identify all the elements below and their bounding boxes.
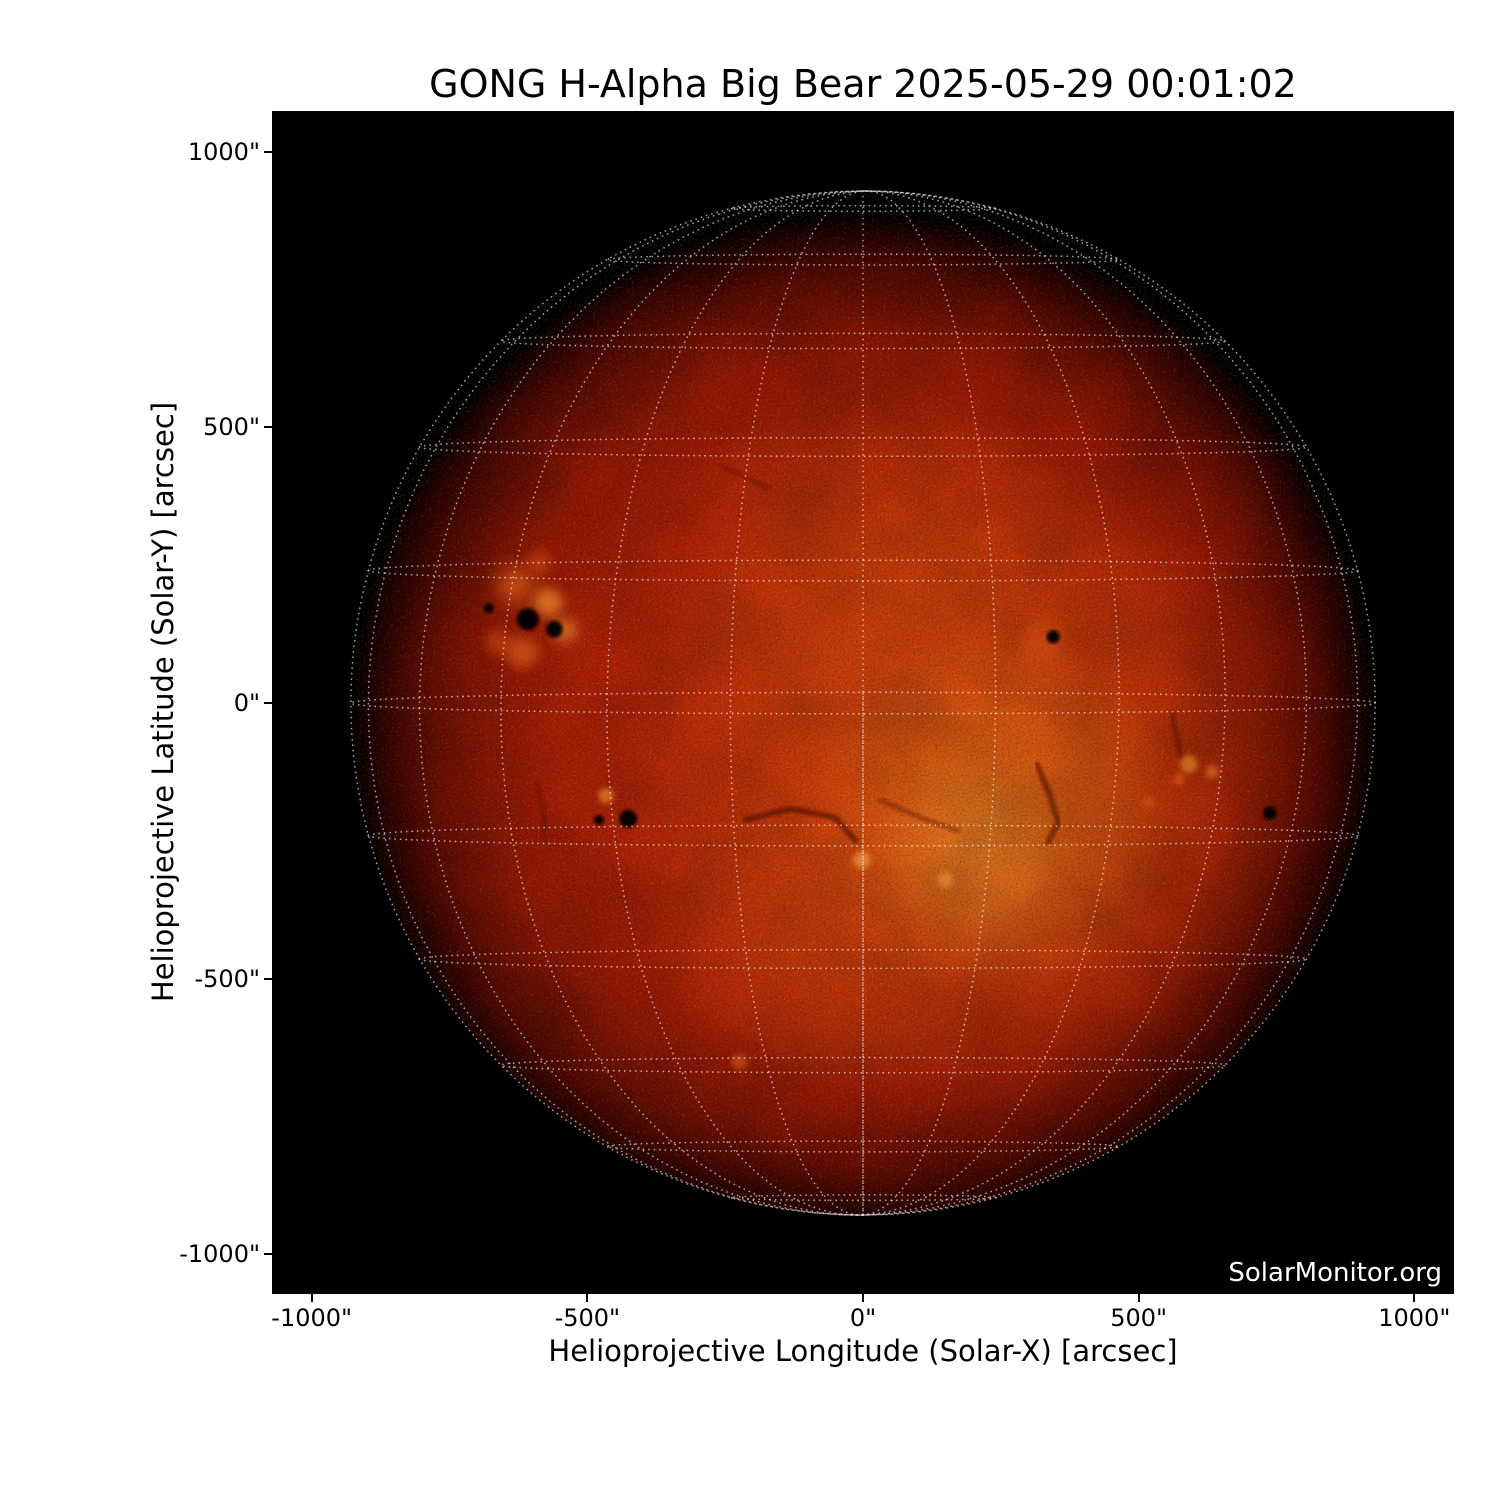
sunspot: [593, 814, 604, 825]
x-tick-mark: [310, 1294, 313, 1302]
y-tick-label: 500": [203, 413, 260, 442]
filament: [720, 464, 772, 491]
sunspot: [1263, 806, 1277, 820]
x-tick-mark: [586, 1294, 589, 1302]
sunspot: [1046, 630, 1060, 644]
plage-region: [533, 587, 563, 617]
plot-area: SolarMonitor.org: [272, 111, 1454, 1294]
x-tick-mark: [1413, 1294, 1416, 1302]
plage-region: [731, 1054, 747, 1070]
plage-region: [497, 567, 533, 603]
sunspot: [545, 620, 563, 638]
y-tick-label: 1000": [187, 137, 260, 166]
plage-region: [485, 628, 513, 656]
y-tick-mark: [264, 702, 272, 705]
y-tick-label: -1000": [179, 1240, 260, 1269]
y-tick-mark: [264, 1253, 272, 1256]
filament: [1169, 709, 1184, 758]
plage-region: [1172, 773, 1185, 786]
plage-region: [506, 636, 538, 668]
y-tick-mark: [264, 426, 272, 429]
plage-region: [528, 550, 551, 573]
x-tick-label: 0": [849, 1304, 877, 1332]
watermark: SolarMonitor.org: [1228, 1258, 1442, 1288]
x-tick-label: 1000": [1378, 1304, 1451, 1332]
y-tick-label: -500": [194, 964, 260, 993]
x-tick-label: -1000": [271, 1304, 353, 1332]
solar-disk-image: [272, 111, 1454, 1294]
plage-region: [937, 872, 953, 888]
x-tick-label: -500": [554, 1304, 621, 1332]
plage-region: [853, 851, 871, 869]
x-axis-label: Helioprojective Longitude (Solar-X) [arc…: [548, 1334, 1178, 1368]
filament: [1034, 762, 1061, 845]
plage-region: [1205, 765, 1219, 779]
y-tick-label: 0": [233, 689, 260, 718]
plage-region: [598, 787, 614, 804]
filament: [878, 798, 960, 833]
sunspot: [516, 608, 539, 631]
y-tick-mark: [264, 977, 272, 980]
plage-region: [1143, 796, 1155, 808]
figure-title: GONG H-Alpha Big Bear 2025-05-29 00:01:0…: [429, 62, 1297, 106]
heliographic-grid: [349, 190, 1377, 1216]
sunspot: [483, 603, 494, 614]
filament: [742, 806, 859, 844]
plage-region: [1180, 755, 1198, 774]
y-tick-mark: [264, 150, 272, 153]
x-tick-mark: [1137, 1294, 1140, 1302]
filament: [534, 781, 548, 841]
x-tick-mark: [862, 1294, 864, 1302]
sunspot: [619, 809, 637, 828]
x-tick-label: 500": [1110, 1304, 1168, 1332]
